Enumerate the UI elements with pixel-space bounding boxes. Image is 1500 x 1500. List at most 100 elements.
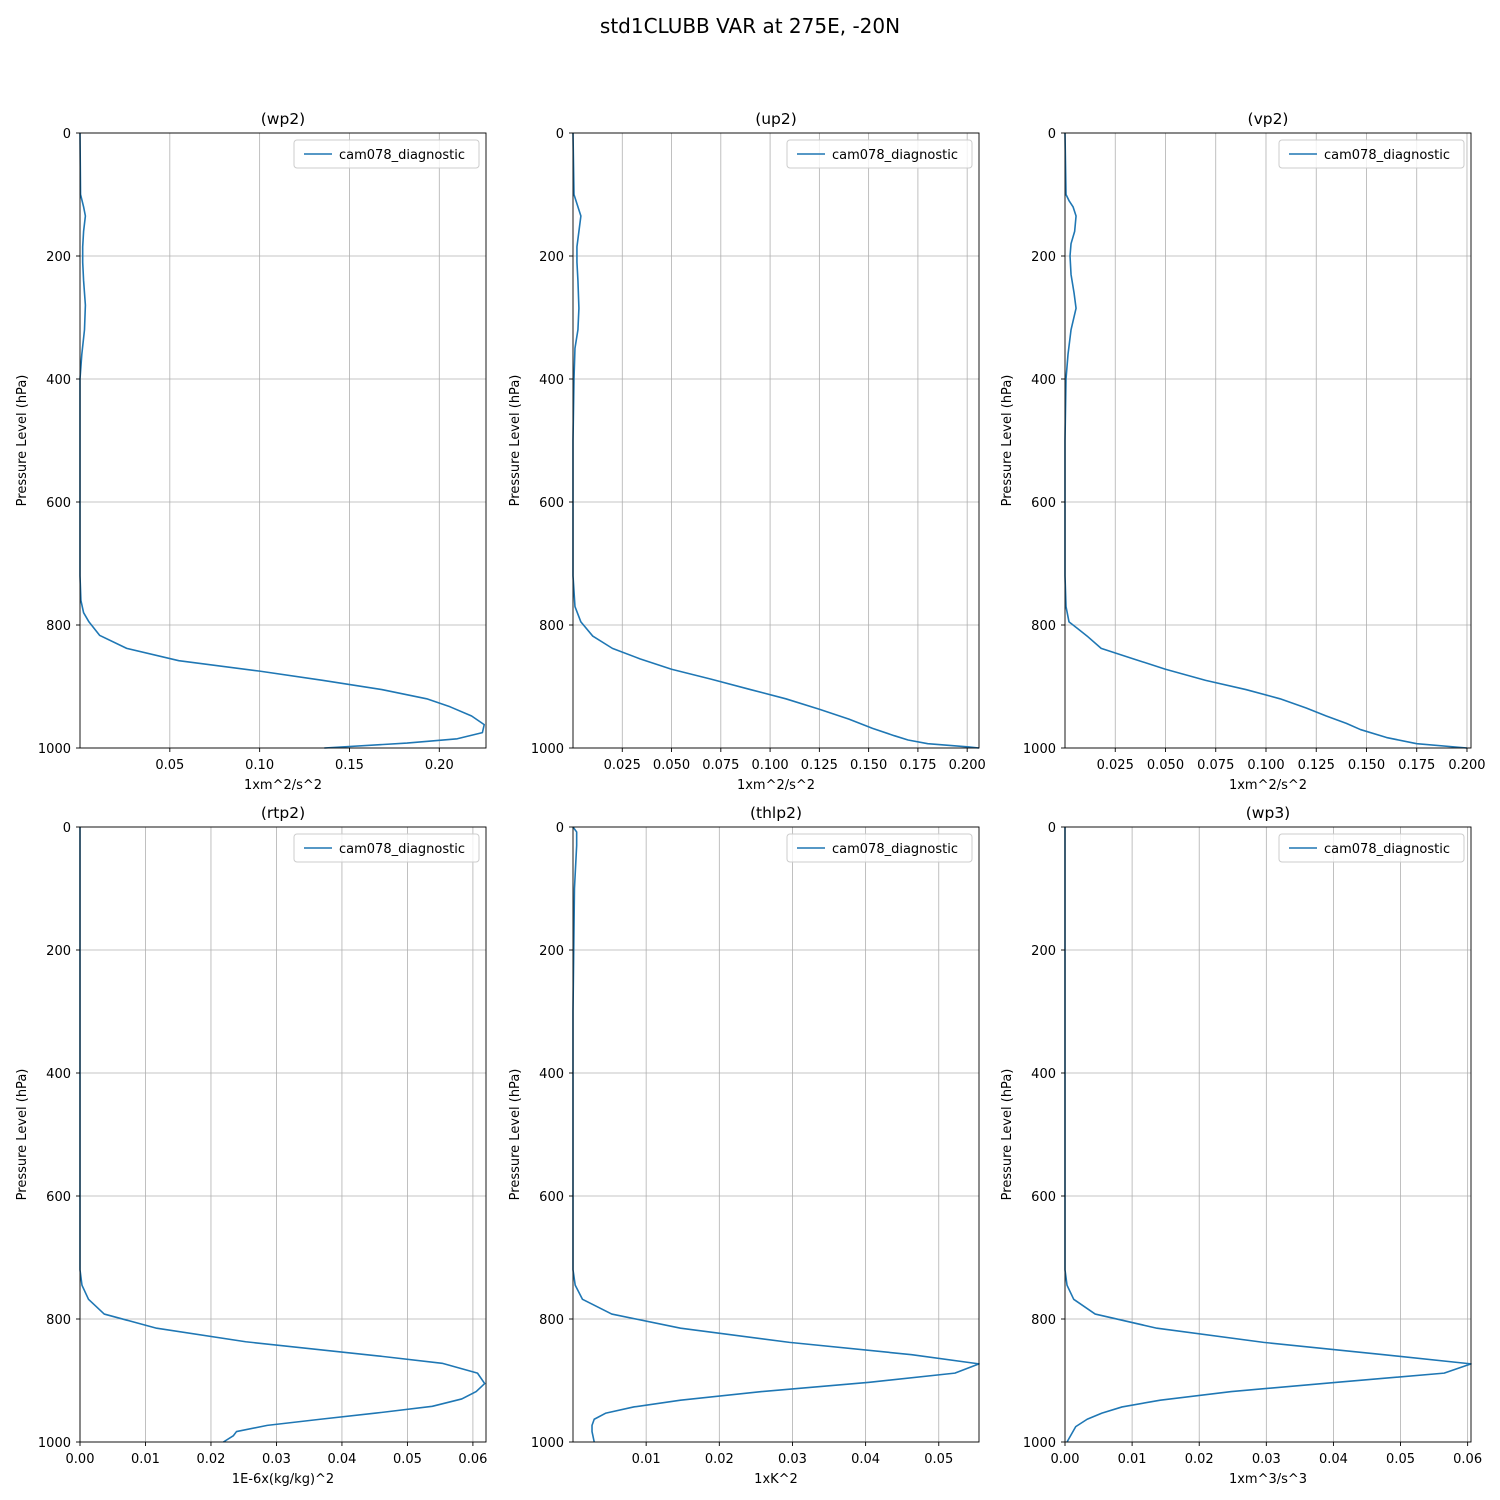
subplot-title: (up2) xyxy=(755,110,797,128)
series-line-cam078_diagnostic xyxy=(572,132,980,749)
subplot-4: 0.00 0.01 0.02 0.03 0.04 0.05 0.06 0 200 400 600 80… xyxy=(15,804,487,1487)
legend: cam078_diagnostic xyxy=(293,139,480,169)
subplot-title: (wp3) xyxy=(1246,804,1290,822)
axes-frame xyxy=(572,826,980,1443)
series-line-cam078_diagnostic xyxy=(572,826,980,1443)
x-tick-label: 0.075 xyxy=(1197,758,1234,773)
x-tick-label: 0.03 xyxy=(778,1452,807,1467)
subplot-3: 0.025 0.050 0.075 0.100 0.125 0.150 0.175 0.200… xyxy=(1000,110,1486,793)
x-tick-label: 0.125 xyxy=(801,758,838,773)
x-tick-label: 0.06 xyxy=(458,1452,487,1467)
y-tick-label: 400 xyxy=(1031,1067,1056,1082)
y-tick-label: 400 xyxy=(1031,373,1056,388)
subplot-title: (thlp2) xyxy=(750,804,802,822)
x-tick-label: 0.125 xyxy=(1298,758,1335,773)
x-tick-label: 0.100 xyxy=(1247,758,1284,773)
x-tick-label: 0.025 xyxy=(1097,758,1134,773)
y-tick-label: 0 xyxy=(556,821,564,836)
x-tick-label: 0.150 xyxy=(1348,758,1385,773)
y-tick-label: 600 xyxy=(46,496,71,511)
x-tick-label: 0.03 xyxy=(1252,1452,1281,1467)
axes-frame xyxy=(572,132,980,749)
y-tick-label: 600 xyxy=(1031,1190,1056,1205)
y-tick-label: 600 xyxy=(46,1190,71,1205)
y-tick-label: 800 xyxy=(46,1313,71,1328)
y-tick-label: 800 xyxy=(539,619,564,634)
legend-box xyxy=(786,833,973,863)
y-tick-label: 800 xyxy=(46,619,71,634)
subplot-5: 0.01 0.02 0.03 0.04 0.05 0 200 400 600 800 1000 (th… xyxy=(508,804,980,1487)
x-tick-label: 0.02 xyxy=(196,1452,225,1467)
y-tick-label: 400 xyxy=(46,373,71,388)
legend-label: cam078_diagnostic xyxy=(832,148,958,163)
y-tick-label: 0 xyxy=(63,127,71,142)
y-tick-label: 400 xyxy=(539,1067,564,1082)
y-axis-label: Pressure Level (hPa) xyxy=(1000,1069,1015,1201)
x-axis-label: 1xm^2/s^2 xyxy=(244,778,322,793)
x-tick-label: 0.050 xyxy=(653,758,690,773)
y-tick-label: 200 xyxy=(1031,250,1056,265)
y-tick-label: 0 xyxy=(63,821,71,836)
legend-box xyxy=(1278,139,1465,169)
y-tick-label: 400 xyxy=(539,373,564,388)
y-tick-label: 400 xyxy=(46,1067,71,1082)
y-tick-label: 1000 xyxy=(531,742,564,757)
legend-label: cam078_diagnostic xyxy=(339,842,465,857)
y-tick-label: 0 xyxy=(1048,821,1056,836)
subplot-title: (rtp2) xyxy=(261,804,305,822)
legend-label: cam078_diagnostic xyxy=(1324,148,1450,163)
y-tick-label: 1000 xyxy=(1023,742,1056,757)
x-tick-label: 0.050 xyxy=(1147,758,1184,773)
x-tick-label: 0.20 xyxy=(425,758,454,773)
x-tick-label: 0.05 xyxy=(1386,1452,1415,1467)
x-tick-label: 0.200 xyxy=(1448,758,1485,773)
x-tick-label: 0.05 xyxy=(155,758,184,773)
x-tick-label: 0.10 xyxy=(245,758,274,773)
x-axis-label: 1xm^2/s^2 xyxy=(1229,778,1307,793)
x-axis-label: 1E-6x(kg/kg)^2 xyxy=(232,1472,334,1487)
legend-label: cam078_diagnostic xyxy=(832,842,958,857)
legend: cam078_diagnostic xyxy=(1278,833,1465,863)
x-tick-label: 0.01 xyxy=(131,1452,160,1467)
y-tick-label: 200 xyxy=(1031,944,1056,959)
y-tick-label: 1000 xyxy=(531,1436,564,1451)
subplot-title: (wp2) xyxy=(261,110,305,128)
y-tick-label: 200 xyxy=(46,944,71,959)
y-axis-label: Pressure Level (hPa) xyxy=(508,1069,523,1201)
legend: cam078_diagnostic xyxy=(786,139,973,169)
y-tick-label: 1000 xyxy=(38,1436,71,1451)
legend-box xyxy=(786,139,973,169)
x-tick-label: 0.02 xyxy=(705,1452,734,1467)
legend-box xyxy=(293,139,480,169)
series-line-cam078_diagnostic xyxy=(1064,132,1468,749)
legend-box xyxy=(1278,833,1465,863)
y-tick-label: 600 xyxy=(539,496,564,511)
x-tick-label: 0.025 xyxy=(604,758,641,773)
x-tick-label: 0.200 xyxy=(949,758,986,773)
y-axis-label: Pressure Level (hPa) xyxy=(508,375,523,507)
x-tick-label: 0.04 xyxy=(851,1452,880,1467)
x-tick-label: 0.100 xyxy=(751,758,788,773)
subplot-1: 0.05 0.10 0.15 0.20 0 200 400 600 800 1000 (wp2) 1x… xyxy=(15,110,487,793)
subplot-6: 0.00 0.01 0.02 0.03 0.04 0.05 0.06 0 200 400 600 80… xyxy=(1000,804,1482,1487)
series-line-cam078_diagnostic xyxy=(1064,827,1472,1443)
x-tick-label: 0.02 xyxy=(1185,1452,1214,1467)
x-axis-label: 1xm^3/s^3 xyxy=(1229,1472,1307,1487)
x-axis-label: 1xK^2 xyxy=(754,1472,798,1487)
x-tick-label: 0.03 xyxy=(262,1452,291,1467)
subplot-2: 0.025 0.050 0.075 0.100 0.125 0.150 0.175 0.200… xyxy=(508,110,986,793)
axes-frame xyxy=(79,132,487,749)
x-tick-label: 0.05 xyxy=(924,1452,953,1467)
y-tick-label: 200 xyxy=(539,944,564,959)
x-axis-label: 1xm^2/s^2 xyxy=(737,778,815,793)
y-axis-label: Pressure Level (hPa) xyxy=(15,375,30,507)
x-tick-label: 0.05 xyxy=(393,1452,422,1467)
legend-box xyxy=(293,833,480,863)
x-tick-label: 0.01 xyxy=(632,1452,661,1467)
x-tick-label: 0.00 xyxy=(1051,1452,1080,1467)
y-tick-label: 600 xyxy=(1031,496,1056,511)
x-tick-label: 0.01 xyxy=(1118,1452,1147,1467)
subplot-title: (vp2) xyxy=(1248,110,1289,128)
y-tick-label: 0 xyxy=(1048,127,1056,142)
